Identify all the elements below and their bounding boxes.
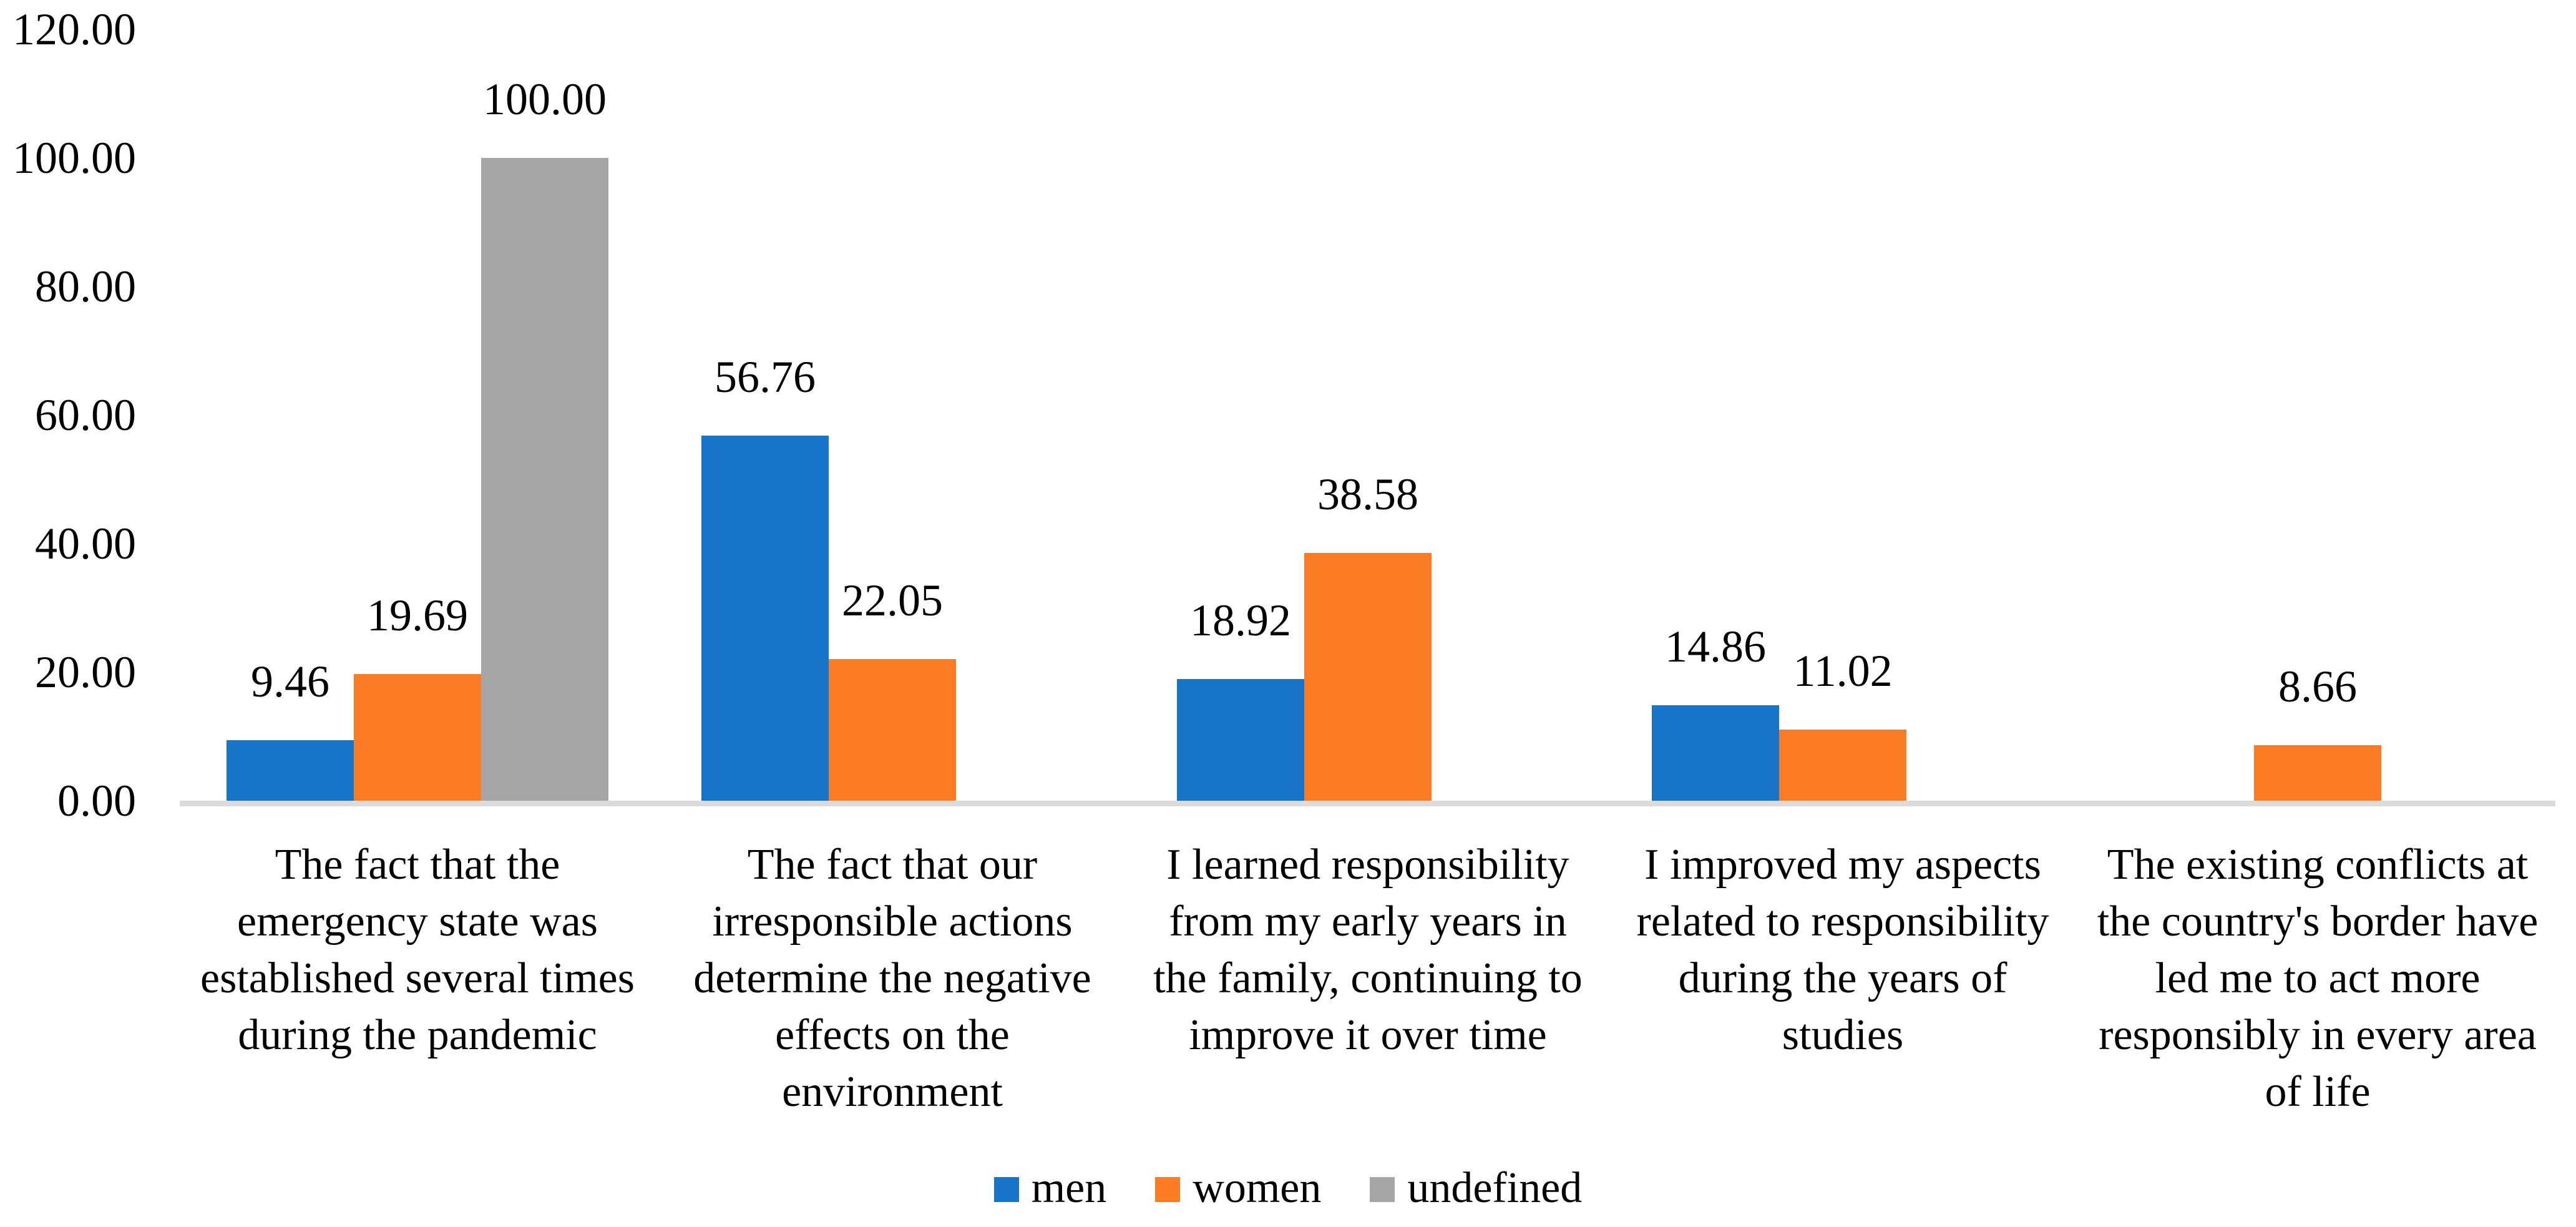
bar-men-cat1 — [227, 740, 354, 801]
data-label-women-cat4: 11.02 — [1793, 646, 1893, 696]
legend-item-women: women — [1155, 1158, 1321, 1218]
legend-label-undefined: undefined — [1407, 1164, 1583, 1212]
x-axis-category-label-1: The fact that the emergency state was es… — [200, 841, 635, 1059]
data-label-undefined-cat1: 100.00 — [483, 74, 607, 124]
x-axis-category-label-4: I improved my aspects related to respons… — [1636, 841, 2049, 1059]
legend-label-women: women — [1193, 1164, 1322, 1212]
y-axis-tick-label: 80.00 — [35, 262, 136, 311]
data-label-men-cat4: 14.86 — [1665, 622, 1766, 672]
x-axis-category-label-2: The fact that our irresponsible actions … — [693, 841, 1091, 1116]
data-label-women-cat1: 19.69 — [367, 590, 468, 640]
y-axis-tick-label: 120.00 — [12, 4, 136, 54]
x-axis-line — [180, 801, 2555, 806]
bar-women-cat2 — [829, 659, 956, 801]
y-axis-tick-label: 60.00 — [35, 390, 136, 440]
data-label-women-cat5: 8.66 — [2278, 662, 2357, 711]
bar-undefined-cat1 — [481, 158, 608, 801]
legend-swatch-undefined — [1370, 1177, 1395, 1202]
x-axis-category-label-3: I learned responsibility from my early y… — [1153, 841, 1583, 1059]
data-label-men-cat1: 9.46 — [251, 657, 329, 706]
chart-legend: men women undefined — [0, 1158, 2576, 1218]
bar-men-cat4 — [1652, 705, 1779, 801]
legend-swatch-women — [1155, 1177, 1181, 1202]
data-label-women-cat3: 38.58 — [1317, 469, 1418, 519]
legend-swatch-men — [993, 1177, 1019, 1202]
bar-women-cat4 — [1779, 730, 1906, 801]
y-axis-tick-label: 0.00 — [57, 776, 136, 826]
legend-label-men: men — [1031, 1164, 1107, 1212]
data-label-women-cat2: 22.05 — [842, 575, 943, 625]
bar-women-cat3 — [1304, 553, 1432, 801]
data-label-men-cat2: 56.76 — [715, 352, 816, 402]
y-axis-tick-label: 100.00 — [12, 133, 136, 183]
legend-item-undefined: undefined — [1370, 1158, 1582, 1218]
legend-item-men: men — [993, 1158, 1107, 1218]
bar-men-cat3 — [1177, 679, 1304, 801]
y-axis-tick-label: 20.00 — [35, 647, 136, 697]
y-axis-tick-label: 40.00 — [35, 519, 136, 569]
data-label-men-cat3: 18.92 — [1190, 595, 1291, 645]
bar-women-cat5 — [2254, 745, 2381, 801]
x-axis-category-label-5: The existing conflicts at the country's … — [2097, 841, 2539, 1116]
bar-men-cat2 — [701, 436, 829, 801]
bar-women-cat1 — [354, 674, 481, 801]
